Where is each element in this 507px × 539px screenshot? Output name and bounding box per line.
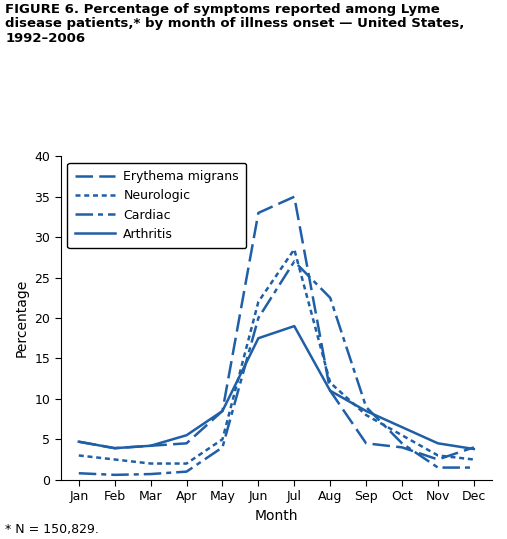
Neurologic	[327, 379, 333, 386]
Cardiac	[291, 258, 297, 265]
Text: FIGURE 6. Percentage of symptoms reported among Lyme: FIGURE 6. Percentage of symptoms reporte…	[5, 3, 440, 16]
Erythema migrans	[291, 194, 297, 200]
Erythema migrans	[256, 210, 262, 216]
Text: * N = 150,829.: * N = 150,829.	[5, 523, 99, 536]
Neurologic	[220, 436, 226, 443]
Arthritis	[435, 440, 441, 446]
Cardiac	[220, 444, 226, 451]
Text: 1992–2006: 1992–2006	[5, 32, 85, 45]
Neurologic	[291, 246, 297, 252]
Cardiac	[471, 465, 477, 471]
Neurologic	[184, 460, 190, 467]
Arthritis	[471, 446, 477, 452]
Arthritis	[184, 432, 190, 439]
Neurologic	[399, 432, 405, 439]
Neurologic	[256, 299, 262, 305]
Neurologic	[76, 452, 82, 459]
Erythema migrans	[435, 456, 441, 462]
Arthritis	[256, 335, 262, 342]
Line: Neurologic: Neurologic	[79, 249, 474, 464]
Arthritis	[291, 323, 297, 329]
Line: Erythema migrans: Erythema migrans	[79, 197, 474, 459]
Legend: Erythema migrans, Neurologic, Cardiac, Arthritis: Erythema migrans, Neurologic, Cardiac, A…	[67, 163, 246, 248]
Erythema migrans	[471, 444, 477, 451]
Erythema migrans	[220, 407, 226, 414]
Erythema migrans	[184, 440, 190, 446]
Cardiac	[327, 294, 333, 301]
Cardiac	[435, 465, 441, 471]
Text: disease patients,* by month of illness onset — United States,: disease patients,* by month of illness o…	[5, 17, 464, 30]
Erythema migrans	[327, 388, 333, 394]
Arthritis	[76, 439, 82, 445]
Line: Arthritis: Arthritis	[79, 326, 474, 449]
Neurologic	[471, 456, 477, 462]
Neurologic	[148, 460, 154, 467]
X-axis label: Month: Month	[255, 509, 298, 523]
Y-axis label: Percentage: Percentage	[15, 279, 29, 357]
Erythema migrans	[399, 444, 405, 451]
Neurologic	[435, 452, 441, 459]
Arthritis	[399, 424, 405, 430]
Cardiac	[363, 404, 369, 410]
Arthritis	[112, 445, 118, 452]
Neurologic	[112, 456, 118, 462]
Line: Cardiac: Cardiac	[79, 261, 474, 475]
Arthritis	[327, 388, 333, 394]
Erythema migrans	[76, 439, 82, 445]
Neurologic	[363, 412, 369, 418]
Cardiac	[76, 470, 82, 476]
Cardiac	[112, 472, 118, 478]
Erythema migrans	[363, 440, 369, 446]
Cardiac	[148, 471, 154, 478]
Erythema migrans	[112, 445, 118, 452]
Arthritis	[363, 407, 369, 414]
Erythema migrans	[148, 443, 154, 449]
Cardiac	[184, 468, 190, 475]
Cardiac	[399, 440, 405, 446]
Cardiac	[256, 315, 262, 321]
Arthritis	[148, 443, 154, 449]
Arthritis	[220, 407, 226, 414]
